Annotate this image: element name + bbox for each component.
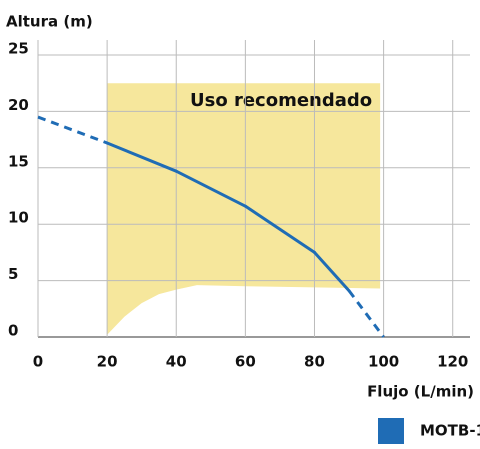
x-tick-label: 20 <box>97 353 118 371</box>
y-tick-label: 0 <box>8 322 18 340</box>
x-tick-label: 80 <box>304 353 325 371</box>
curve-segment <box>37 115 108 145</box>
y-tick-label: 15 <box>8 152 29 170</box>
x-tick-label: 60 <box>235 353 256 371</box>
legend-swatch <box>378 418 404 444</box>
y-tick-label: 25 <box>8 40 29 58</box>
x-tick-label: 120 <box>437 353 468 371</box>
region-label: Uso recomendado <box>190 90 372 111</box>
recommended-region <box>107 83 381 335</box>
y-tick-label: 5 <box>8 265 18 283</box>
curve-segment <box>312 250 351 293</box>
x-axis-label: Flujo (L/min) <box>367 383 474 401</box>
curve-segment <box>174 169 247 208</box>
legend-label: MOTB-1 <box>420 422 480 440</box>
y-tick-label: 20 <box>8 96 29 114</box>
x-tick-label: 0 <box>33 353 43 371</box>
y-tick-label: 10 <box>8 209 29 227</box>
curve-segment <box>243 204 316 254</box>
x-tick-label: 100 <box>368 353 399 371</box>
x-tick-label: 40 <box>166 353 187 371</box>
curve-segment <box>347 289 385 338</box>
curve-segment <box>105 141 178 173</box>
y-axis-label: Altura (m) <box>6 13 93 31</box>
